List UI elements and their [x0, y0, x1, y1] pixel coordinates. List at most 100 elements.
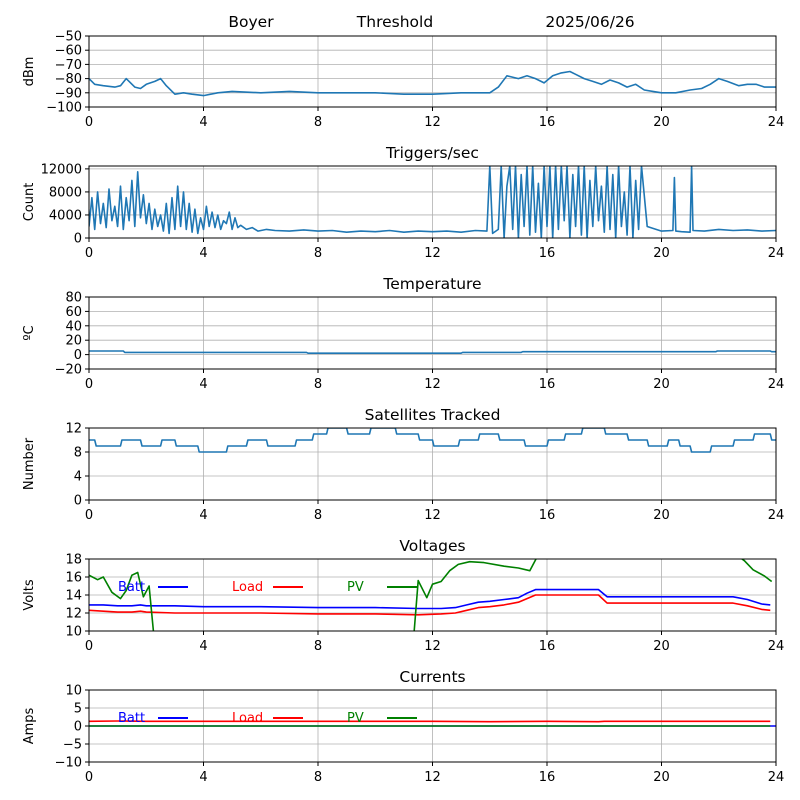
x-tick-label: 24 [768, 246, 785, 261]
y-tick-label: 4000 [49, 208, 82, 223]
legend-label-load: Load [232, 711, 263, 726]
x-tick-label: 16 [539, 770, 556, 785]
header-mode: Threshold [356, 13, 433, 31]
x-tick-label: 24 [768, 639, 785, 654]
x-tick-label: 16 [539, 377, 556, 392]
y-axis-label: ºC [22, 325, 37, 340]
series-line-data [89, 428, 776, 453]
x-tick-label: 24 [768, 508, 785, 523]
y-axis-label: Number [22, 437, 37, 490]
y-tick-label: 16 [65, 571, 82, 586]
header: Boyer Threshold 2025/06/26 [228, 13, 634, 31]
x-tick-label: 8 [314, 115, 322, 130]
y-tick-label: 14 [65, 589, 82, 604]
y-tick-label: 8000 [49, 185, 82, 200]
y-tick-label: 5 [74, 702, 82, 717]
x-tick-label: 4 [199, 246, 207, 261]
y-tick-label: 18 [65, 553, 82, 568]
y-tick-label: −100 [46, 101, 82, 116]
x-tick-label: 20 [653, 639, 670, 654]
y-tick-label: 0 [74, 720, 82, 735]
y-tick-label: 0 [74, 232, 82, 247]
y-tick-label: 60 [65, 305, 82, 320]
x-tick-label: 8 [314, 639, 322, 654]
y-tick-label: 0 [74, 348, 82, 363]
x-tick-label: 0 [85, 770, 93, 785]
x-tick-label: 4 [199, 115, 207, 130]
x-tick-label: 0 [85, 115, 93, 130]
legend-label-batt: Batt [118, 711, 145, 726]
x-tick-label: 16 [539, 508, 556, 523]
chart-panel-1: 0 4 8 12 16 20 24 −100−90−80−70−60−50 dBm [22, 30, 784, 131]
series-line-data [89, 70, 776, 97]
header-station: Boyer [228, 13, 274, 31]
series-line-load [89, 720, 771, 723]
x-tick-label: 20 [653, 246, 670, 261]
y-tick-label: −5 [63, 738, 82, 753]
x-tick-label: 8 [314, 246, 322, 261]
chart-panel-6: 0 4 8 12 16 20 24 −10 −5 0 5 10 Currents Amps Batt Load… [22, 668, 784, 785]
x-tick-label: 12 [424, 770, 441, 785]
y-tick-label: 10 [65, 684, 82, 699]
y-tick-label: 4 [74, 470, 82, 485]
x-tick-label: 20 [653, 770, 670, 785]
y-tick-label: 12 [65, 607, 82, 622]
y-axis-label: Amps [22, 707, 37, 744]
x-tick-label: 20 [653, 508, 670, 523]
panel-title: Temperature [382, 275, 481, 293]
y-tick-label: −20 [55, 363, 82, 378]
y-tick-label: −50 [55, 30, 82, 45]
chart-panel-2: 0 4 8 12 16 20 24 0 4000 8000 12000 Triggers/sec Cou… [22, 144, 784, 261]
x-tick-label: 4 [199, 639, 207, 654]
y-tick-label: −90 [55, 86, 82, 101]
x-tick-label: 4 [199, 770, 207, 785]
chart-panel-5: 0 4 8 12 16 20 24 10 12 14 16 18 Voltages Volts Batt Lo… [22, 537, 784, 654]
x-tick-label: 0 [85, 377, 93, 392]
legend-label-pv: PV [347, 711, 364, 726]
y-tick-label: 40 [65, 319, 82, 334]
x-tick-label: 8 [314, 377, 322, 392]
chart-panel-4: 0 4 8 12 16 20 24 0 4 8 12 Satellites Tracked Number [22, 406, 784, 523]
series-line-pv [89, 559, 773, 631]
x-tick-label: 0 [85, 639, 93, 654]
x-tick-label: 4 [199, 377, 207, 392]
x-tick-label: 24 [768, 377, 785, 392]
panel-title: Voltages [399, 537, 465, 555]
series-line-data [89, 166, 776, 238]
x-tick-label: 12 [424, 377, 441, 392]
x-tick-label: 20 [653, 115, 670, 130]
x-tick-label: 4 [199, 508, 207, 523]
panel-title: Satellites Tracked [365, 406, 501, 424]
x-tick-label: 24 [768, 115, 785, 130]
y-tick-label: −60 [55, 44, 82, 59]
panel-title: Currents [399, 668, 465, 686]
x-tick-label: 20 [653, 377, 670, 392]
x-tick-label: 0 [85, 508, 93, 523]
x-tick-label: 0 [85, 246, 93, 261]
x-tick-label: 12 [424, 115, 441, 130]
legend-label-load: Load [232, 580, 263, 595]
y-tick-label: −10 [55, 756, 82, 771]
y-tick-label: −80 [55, 72, 82, 87]
y-tick-label: 12 [65, 422, 82, 437]
x-tick-label: 8 [314, 508, 322, 523]
series-line-data [89, 350, 776, 355]
series-line-load [89, 594, 771, 616]
y-axis-label: Count [22, 183, 37, 222]
legend-label-batt: Batt [118, 580, 145, 595]
x-tick-label: 16 [539, 246, 556, 261]
y-tick-label: 8 [74, 446, 82, 461]
x-tick-label: 12 [424, 508, 441, 523]
panel-title: Triggers/sec [385, 144, 479, 162]
x-tick-label: 24 [768, 770, 785, 785]
x-tick-label: 16 [539, 639, 556, 654]
series-line-batt [89, 588, 771, 610]
y-axis-label: Volts [22, 579, 37, 611]
y-tick-label: 80 [65, 291, 82, 306]
x-tick-label: 12 [424, 246, 441, 261]
header-date: 2025/06/26 [545, 13, 634, 31]
